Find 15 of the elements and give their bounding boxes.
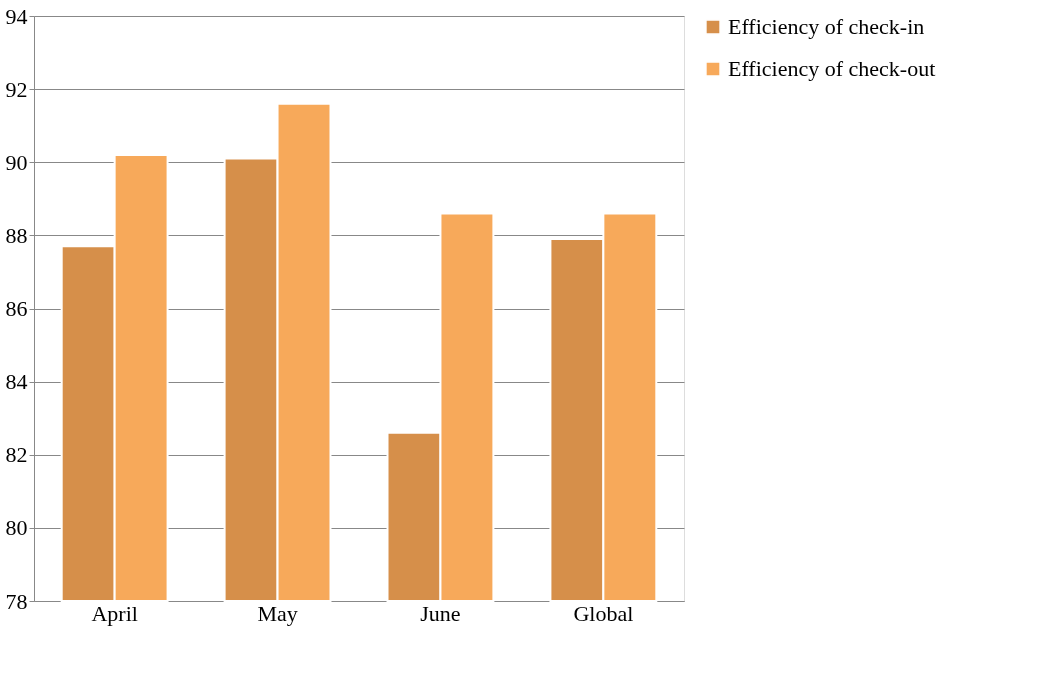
- x-tick-label: April: [91, 600, 138, 626]
- legend-label: Efficiency of check-out: [728, 56, 936, 81]
- y-tick-label: 90: [5, 149, 28, 175]
- y-tick-label: 86: [5, 296, 28, 321]
- y-tick-label: 84: [5, 369, 28, 395]
- x-tick-label: Global: [573, 600, 634, 626]
- x-tick-label: June: [420, 600, 461, 626]
- y-tick-label: 78: [5, 588, 28, 614]
- y-tick-label: 92: [5, 76, 28, 102]
- y-tick-label: 94: [5, 3, 28, 29]
- x-tick-label: May: [257, 600, 298, 626]
- y-tick-label: 88: [5, 222, 28, 248]
- y-tick-label: 80: [5, 515, 28, 541]
- y-tick-label: 82: [5, 442, 28, 468]
- legend-label: Efficiency of check-in: [728, 14, 925, 39]
